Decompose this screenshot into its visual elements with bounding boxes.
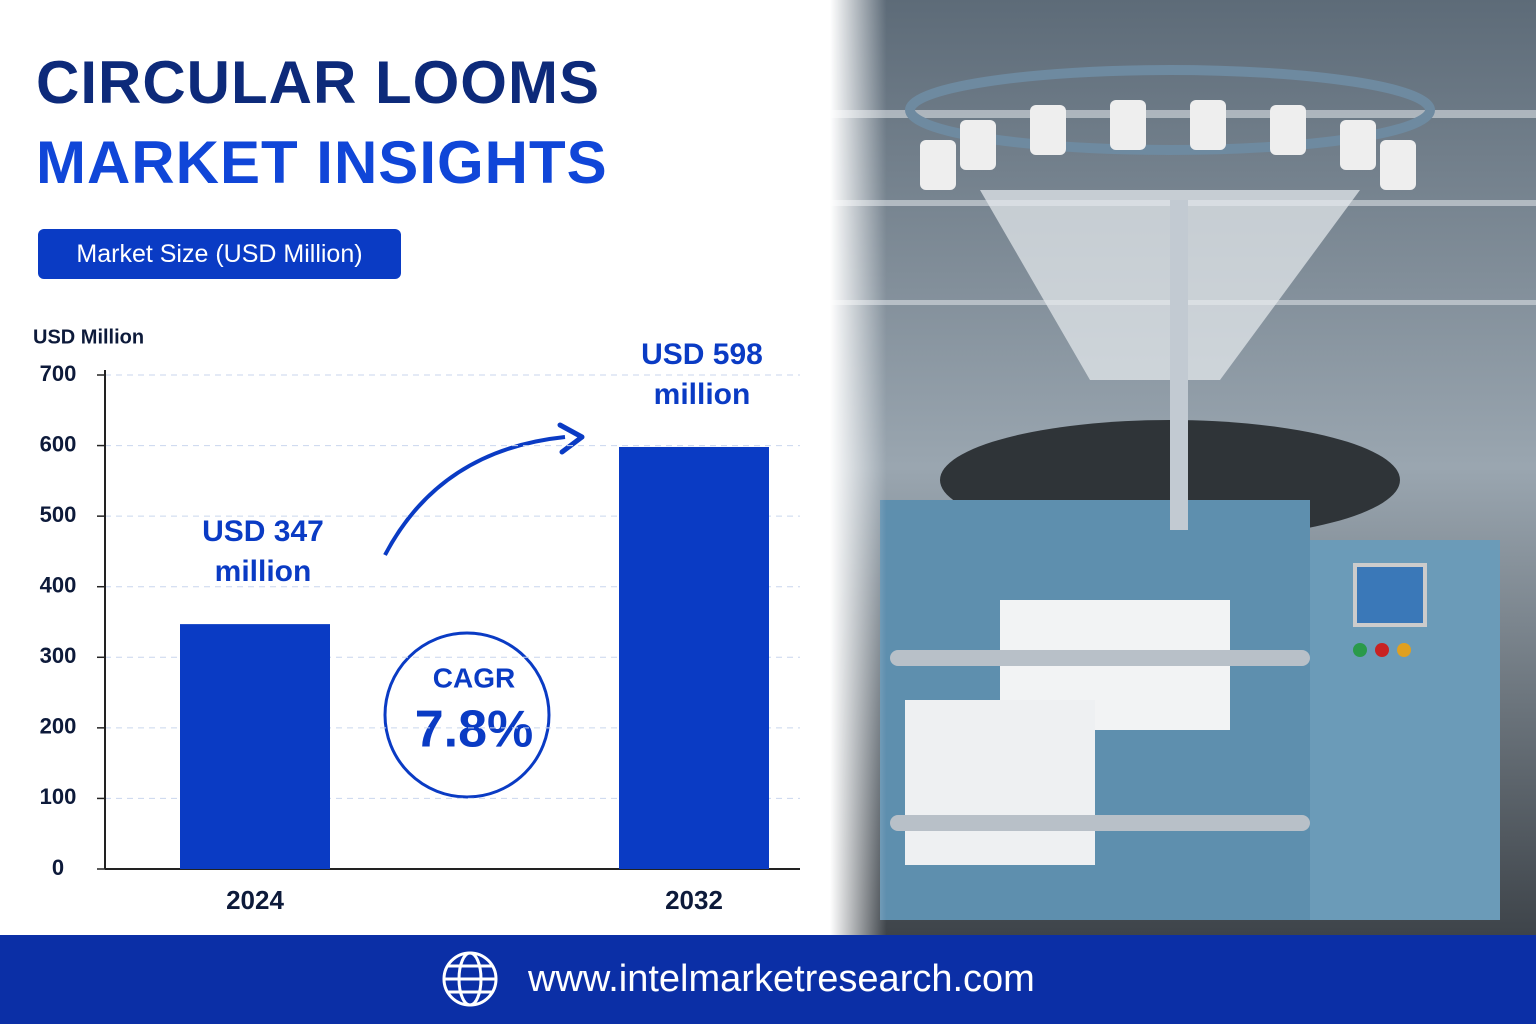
cagr-value: 7.8% xyxy=(415,701,534,759)
x-tick-label: 2032 xyxy=(665,885,723,915)
x-tick-label: 2024 xyxy=(226,885,284,915)
y-tick-label: 600 xyxy=(40,431,77,456)
cagr-circle xyxy=(383,631,551,799)
chart: USD Million CAGR 7.8% 0 100 200 300 400 500 60… xyxy=(33,326,800,915)
bar xyxy=(619,446,769,869)
y-tick-label: 100 xyxy=(40,784,77,809)
y-axis-label: USD Million xyxy=(33,326,144,348)
y-tick-label: 0 xyxy=(52,855,64,880)
title-line-2: MARKET INSIGHTS xyxy=(36,129,608,196)
footer-url: www.intelmarketresearch.com xyxy=(528,958,1035,1000)
y-tick-label: 500 xyxy=(40,502,77,527)
footer: www.intelmarketresearch.com xyxy=(0,935,1536,1024)
globe-icon xyxy=(442,951,498,1007)
cagr-label: CAGR xyxy=(433,662,515,693)
y-tick-label: 400 xyxy=(40,573,77,598)
y-tick-label: 300 xyxy=(40,643,77,668)
title-line-1: CIRCULAR LOOMS xyxy=(36,49,600,116)
growth-arrowhead xyxy=(557,422,585,455)
value-label: USD 598 million xyxy=(641,337,763,411)
y-tick-label: 700 xyxy=(40,361,77,386)
bar xyxy=(180,624,330,869)
badge: Market Size (USD Million) xyxy=(38,229,401,279)
value-label: USD 347 million xyxy=(202,515,324,589)
growth-arrow xyxy=(383,435,566,556)
y-tick-label: 200 xyxy=(40,714,77,739)
machine-photo xyxy=(830,0,1536,935)
